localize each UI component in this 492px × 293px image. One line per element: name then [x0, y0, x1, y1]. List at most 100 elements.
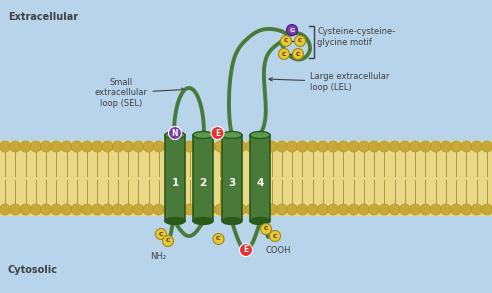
- Circle shape: [400, 204, 410, 215]
- Circle shape: [211, 127, 224, 139]
- Circle shape: [51, 204, 62, 215]
- Circle shape: [430, 204, 441, 215]
- Circle shape: [20, 141, 31, 152]
- Ellipse shape: [250, 132, 270, 139]
- Circle shape: [420, 141, 431, 152]
- Circle shape: [184, 204, 195, 215]
- Circle shape: [20, 204, 31, 215]
- Ellipse shape: [250, 217, 270, 224]
- Text: Extracellular: Extracellular: [8, 12, 78, 22]
- Circle shape: [174, 204, 185, 215]
- Circle shape: [461, 204, 472, 215]
- Circle shape: [379, 204, 390, 215]
- Circle shape: [328, 141, 338, 152]
- Text: C: C: [166, 239, 170, 243]
- Circle shape: [154, 141, 164, 152]
- Circle shape: [338, 141, 349, 152]
- Circle shape: [359, 204, 369, 215]
- Circle shape: [154, 204, 164, 215]
- Circle shape: [51, 141, 62, 152]
- Circle shape: [278, 49, 289, 59]
- Circle shape: [440, 141, 452, 152]
- Circle shape: [235, 204, 246, 215]
- Circle shape: [369, 204, 380, 215]
- Circle shape: [420, 204, 431, 215]
- Circle shape: [287, 141, 298, 152]
- Circle shape: [369, 141, 380, 152]
- Circle shape: [317, 204, 329, 215]
- Bar: [0, 141, 492, 215]
- Ellipse shape: [193, 132, 213, 139]
- Circle shape: [260, 224, 272, 234]
- Circle shape: [451, 204, 461, 215]
- Text: C: C: [216, 236, 221, 241]
- Bar: [222, 135, 242, 221]
- Circle shape: [297, 141, 308, 152]
- Text: Small
extracellular
loop (SEL): Small extracellular loop (SEL): [94, 78, 185, 108]
- Circle shape: [10, 204, 21, 215]
- Circle shape: [82, 204, 92, 215]
- Text: NH₂: NH₂: [150, 252, 166, 261]
- Circle shape: [194, 141, 205, 152]
- Circle shape: [71, 204, 82, 215]
- Text: 2: 2: [199, 178, 207, 188]
- Circle shape: [163, 141, 175, 152]
- Circle shape: [440, 204, 452, 215]
- Circle shape: [215, 141, 226, 152]
- Circle shape: [0, 141, 10, 152]
- Text: N: N: [172, 129, 178, 137]
- Circle shape: [410, 204, 421, 215]
- Circle shape: [133, 141, 144, 152]
- Text: E: E: [215, 129, 220, 137]
- Text: C: C: [284, 38, 288, 43]
- Circle shape: [400, 141, 410, 152]
- Circle shape: [82, 141, 92, 152]
- Circle shape: [162, 236, 174, 246]
- Circle shape: [112, 141, 123, 152]
- Circle shape: [92, 141, 103, 152]
- Text: Large extracellular
loop (LEL): Large extracellular loop (LEL): [269, 72, 389, 92]
- Circle shape: [143, 204, 154, 215]
- Circle shape: [277, 141, 287, 152]
- Circle shape: [307, 141, 318, 152]
- Circle shape: [256, 141, 267, 152]
- Circle shape: [348, 141, 359, 152]
- Circle shape: [307, 204, 318, 215]
- Text: C: C: [273, 234, 277, 239]
- Circle shape: [71, 141, 82, 152]
- Circle shape: [133, 204, 144, 215]
- Circle shape: [461, 141, 472, 152]
- Text: G: G: [289, 28, 295, 33]
- Circle shape: [31, 204, 41, 215]
- Circle shape: [112, 204, 123, 215]
- Circle shape: [277, 204, 287, 215]
- Circle shape: [123, 141, 133, 152]
- Circle shape: [482, 141, 492, 152]
- Circle shape: [0, 204, 10, 215]
- Circle shape: [123, 204, 133, 215]
- Circle shape: [102, 204, 113, 215]
- Text: C: C: [296, 52, 300, 57]
- Circle shape: [246, 141, 257, 152]
- Circle shape: [266, 141, 277, 152]
- Circle shape: [225, 141, 236, 152]
- Ellipse shape: [165, 217, 185, 224]
- Circle shape: [143, 141, 154, 152]
- Circle shape: [482, 204, 492, 215]
- Circle shape: [205, 141, 215, 152]
- Circle shape: [40, 141, 52, 152]
- Circle shape: [163, 204, 175, 215]
- Circle shape: [297, 204, 308, 215]
- Circle shape: [235, 141, 246, 152]
- Circle shape: [256, 204, 267, 215]
- Bar: [250, 135, 270, 221]
- Circle shape: [215, 204, 226, 215]
- Circle shape: [61, 141, 72, 152]
- Circle shape: [280, 35, 291, 47]
- Text: Cytosolic: Cytosolic: [8, 265, 58, 275]
- Text: 3: 3: [228, 178, 236, 188]
- Circle shape: [471, 141, 482, 152]
- Circle shape: [379, 141, 390, 152]
- Circle shape: [293, 49, 304, 59]
- Circle shape: [194, 204, 205, 215]
